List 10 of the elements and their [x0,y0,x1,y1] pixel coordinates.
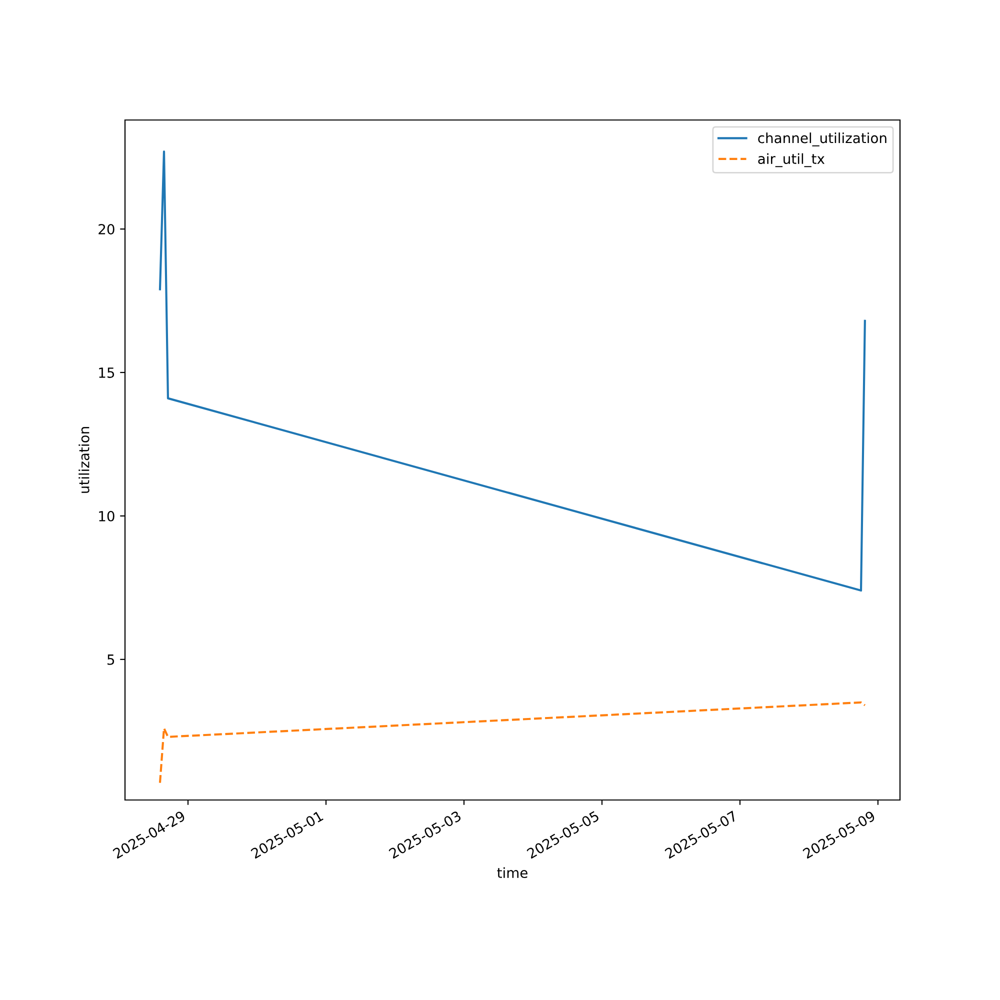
legend-label: channel_utilization [758,132,886,146]
line-series [158,701,866,784]
y-tick-label: 20 [98,224,114,235]
y-axis-title: utilization [78,427,90,493]
line-series [158,150,866,592]
x-axis-title: time [497,867,528,878]
y-tick-label: 10 [99,510,114,522]
y-tick-label: 5 [108,654,114,665]
legend-label: air_util_tx [758,153,825,168]
y-tick-label: 15 [99,368,114,378]
